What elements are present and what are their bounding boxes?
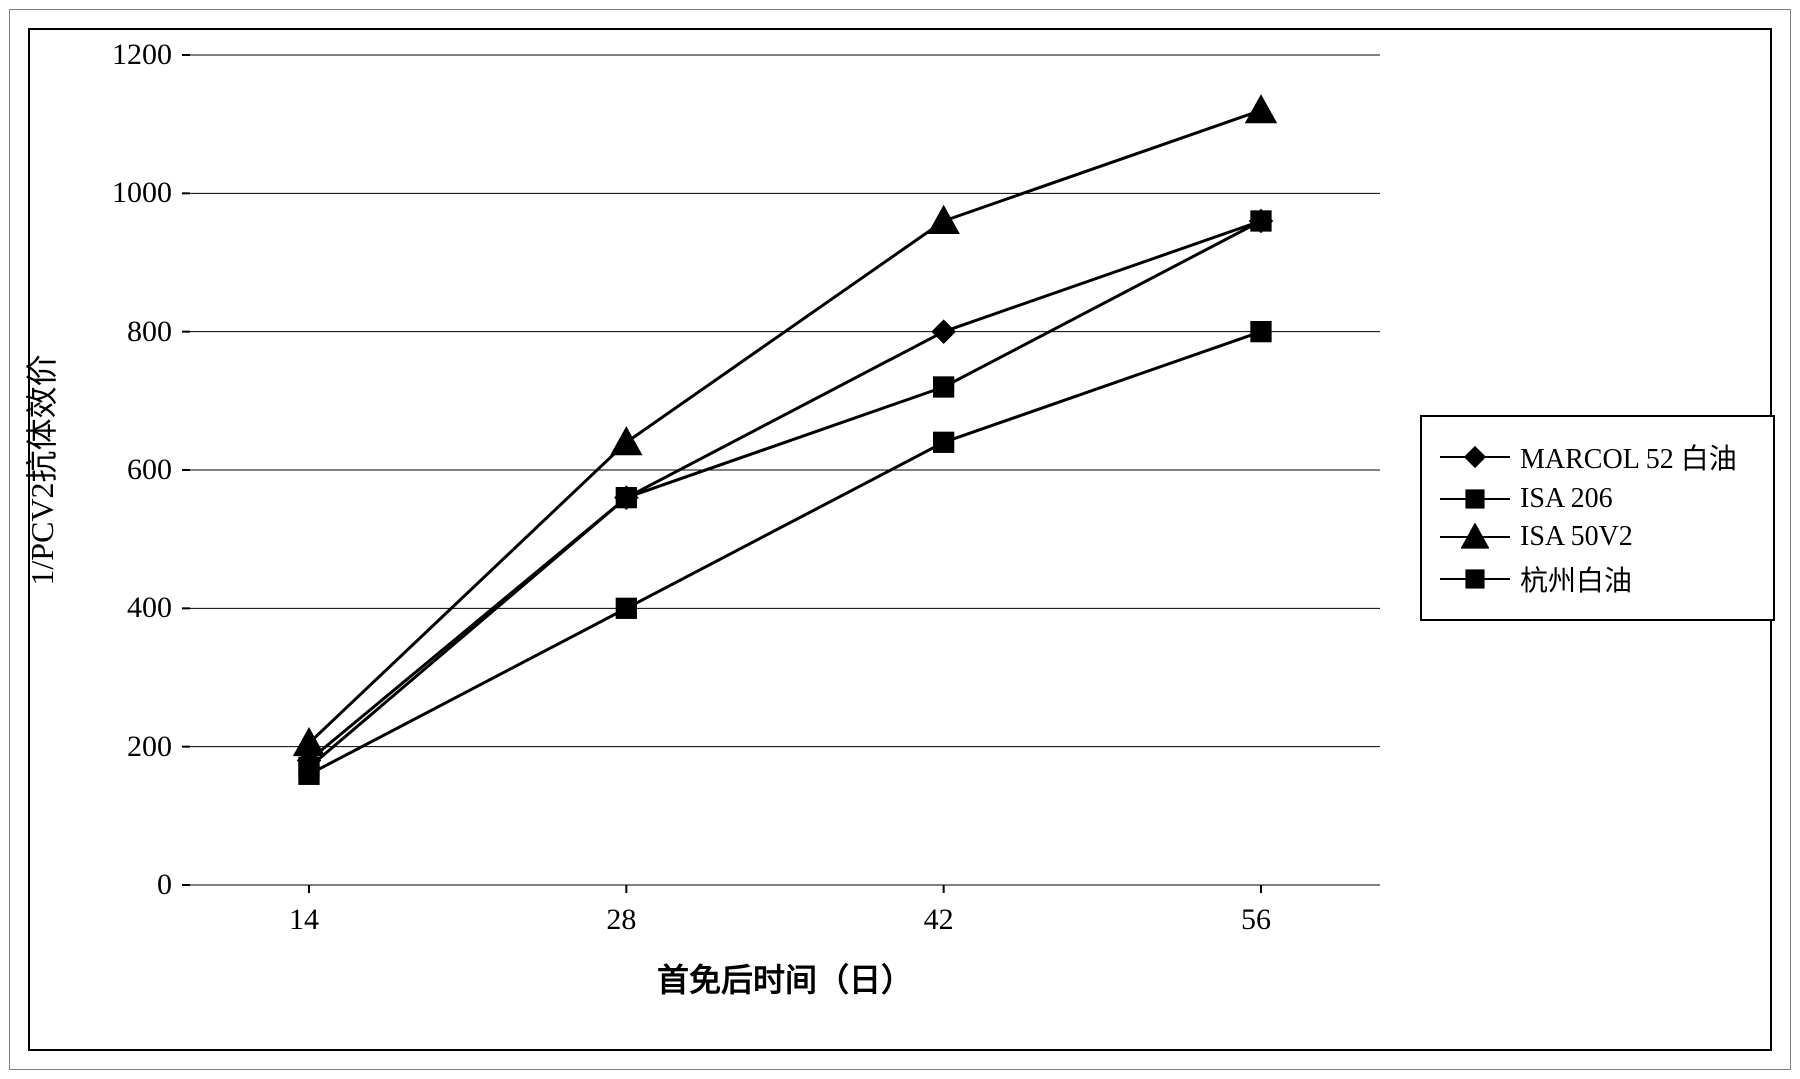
x-tick-label: 14 (289, 903, 319, 937)
y-tick-label: 800 (127, 315, 172, 349)
x-tick-label: 28 (606, 903, 636, 937)
y-tick-label: 1000 (112, 176, 172, 210)
legend-label: ISA 50V2 (1520, 521, 1633, 553)
y-tick-label: 1200 (112, 38, 172, 72)
legend-label: ISA 206 (1520, 483, 1613, 515)
y-tick-label: 600 (127, 453, 172, 487)
x-tick-label: 56 (1241, 903, 1271, 937)
y-tick-label: 200 (127, 730, 172, 764)
series-1 (298, 210, 1271, 778)
series-3 (298, 321, 1271, 785)
legend-item: 杭州白油 (1440, 559, 1755, 599)
x-axis-title: 首免后时间（日） (657, 955, 913, 1001)
legend-label: MARCOL 52 白油 (1520, 437, 1737, 477)
legend-label: 杭州白油 (1520, 559, 1632, 599)
y-tick-label: 400 (127, 591, 172, 625)
y-axis-title: 1/PCV2抗体效价 (17, 354, 63, 585)
x-tick-label: 42 (924, 903, 954, 937)
legend-item: MARCOL 52 白油 (1440, 437, 1755, 477)
y-tick-label: 0 (157, 868, 172, 902)
legend-item: ISA 50V2 (1440, 521, 1755, 553)
legend: MARCOL 52 白油 ISA 206 ISA 50V2 杭州白油 (1420, 415, 1775, 621)
legend-item: ISA 206 (1440, 483, 1755, 515)
series-0 (297, 209, 1274, 773)
